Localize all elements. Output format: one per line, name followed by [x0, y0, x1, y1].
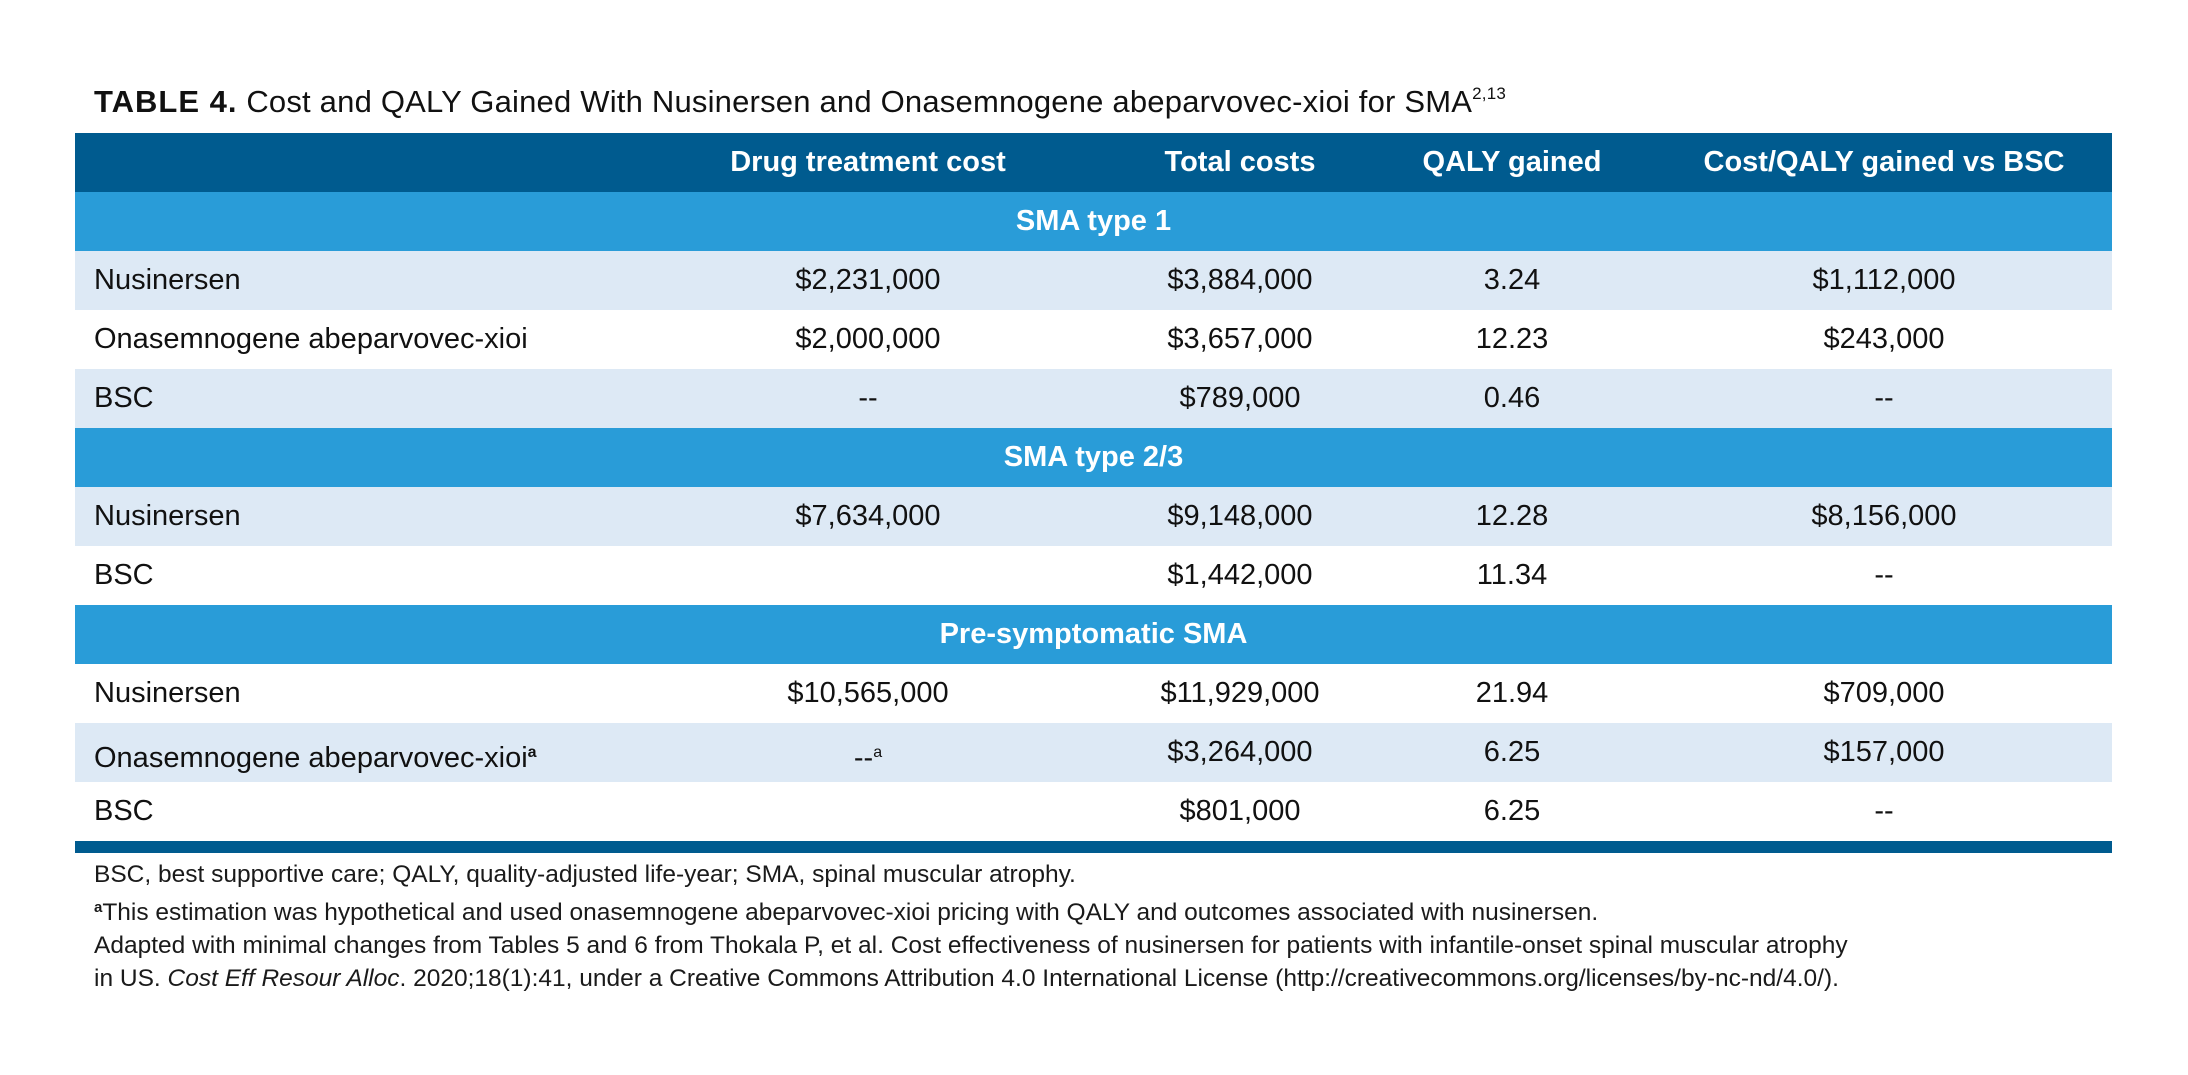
drug-treatment-cost: $7,634,000	[795, 500, 941, 532]
drug-treatment-cost: --	[853, 742, 874, 774]
qaly-gained: 12.23	[1475, 323, 1549, 355]
table-row: BSC $801,000 6.25 --	[75, 782, 2112, 841]
qaly-gained: 3.24	[1483, 264, 1541, 296]
footnote-marker: a	[873, 744, 883, 761]
total-costs: $789,000	[1179, 382, 1301, 414]
table-row: Nusinersen $10,565,000 $11,929,000 21.94…	[75, 664, 2112, 723]
cost-per-qaly: --	[1874, 559, 1894, 591]
abbreviations-note: BSC, best supportive care; QALY, quality…	[94, 861, 1076, 888]
treatment-name: BSC	[94, 382, 154, 414]
section-header-sma-type-2-3: SMA type 2/3	[75, 428, 2112, 487]
qaly-gained: 6.25	[1483, 736, 1541, 768]
source-note-line-2: in US. Cost Eff Resour Alloc. 2020;18(1)…	[94, 962, 2134, 995]
treatment-name-cell: Onasemnogene abeparvovec-xioia	[94, 723, 537, 782]
qaly-gained: 21.94	[1475, 677, 1549, 709]
total-costs: $3,264,000	[1167, 736, 1313, 768]
total-costs: $801,000	[1179, 795, 1301, 827]
table-row: Nusinersen $7,634,000 $9,148,000 12.28 $…	[75, 487, 2112, 546]
cost-qaly-table: Drug treatment cost Total costs QALY gai…	[75, 133, 2112, 853]
drug-treatment-cost: --	[858, 382, 878, 414]
source-note-line-1: Adapted with minimal changes from Tables…	[94, 932, 1848, 959]
column-header-qaly-gained: QALY gained	[1422, 146, 1602, 178]
drug-treatment-cost: $2,231,000	[795, 264, 941, 296]
column-header-drug-treatment-cost: Drug treatment cost	[730, 146, 1006, 178]
table-row: BSC $1,442,000 11.34 --	[75, 546, 2112, 605]
treatment-name: BSC	[94, 559, 154, 591]
section-label: Pre-symptomatic SMA	[939, 618, 1248, 650]
drug-treatment-cost-cell: --a	[668, 723, 1068, 782]
table-row: Onasemnogene abeparvovec-xioia --a $3,26…	[75, 723, 2112, 782]
total-costs: $9,148,000	[1167, 500, 1313, 532]
total-costs: $3,657,000	[1167, 323, 1313, 355]
footnote-a-marker: a	[94, 899, 103, 916]
treatment-name: BSC	[94, 795, 154, 827]
source-prefix: in US.	[94, 965, 168, 992]
qaly-gained: 6.25	[1483, 795, 1541, 827]
table-bottom-rule	[75, 841, 2112, 853]
table-caption: Cost and QALY Gained With Nusinersen and…	[246, 84, 1473, 119]
table-row: BSC -- $789,000 0.46 --	[75, 369, 2112, 428]
treatment-name: Onasemnogene abeparvovec-xioi	[94, 323, 528, 355]
journal-name: Cost Eff Resour Alloc	[167, 965, 400, 992]
column-header-total-costs: Total costs	[1164, 146, 1316, 178]
table-title: TABLE 4. Cost and QALY Gained With Nusin…	[94, 84, 1506, 120]
total-costs: $1,442,000	[1167, 559, 1313, 591]
footnote-marker: a	[527, 744, 537, 761]
footnote-a-text: This estimation was hypothetical and use…	[102, 899, 1599, 926]
table-footnotes: BSC, best supportive care; QALY, quality…	[94, 858, 2134, 995]
table-row: Nusinersen $2,231,000 $3,884,000 3.24 $1…	[75, 251, 2112, 310]
qaly-gained: 0.46	[1483, 382, 1541, 414]
total-costs: $11,929,000	[1160, 677, 1320, 709]
cost-per-qaly: $157,000	[1823, 736, 1945, 768]
treatment-name: Nusinersen	[94, 264, 241, 296]
caption-references: 2,13	[1472, 84, 1507, 103]
treatment-name: Nusinersen	[94, 677, 241, 709]
qaly-gained: 12.28	[1475, 500, 1549, 532]
cost-per-qaly: --	[1874, 382, 1894, 414]
treatment-name: Nusinersen	[94, 500, 241, 532]
qaly-gained: 11.34	[1476, 559, 1548, 591]
table-number: TABLE 4.	[94, 84, 238, 119]
drug-treatment-cost: $10,565,000	[787, 677, 949, 709]
drug-treatment-cost: $2,000,000	[795, 323, 941, 355]
cost-per-qaly: $8,156,000	[1811, 500, 1957, 532]
table-row: Onasemnogene abeparvovec-xioi $2,000,000…	[75, 310, 2112, 369]
cost-per-qaly: $709,000	[1823, 677, 1945, 709]
cost-per-qaly: --	[1874, 795, 1894, 827]
section-header-pre-symptomatic-sma: Pre-symptomatic SMA	[75, 605, 2112, 664]
cost-per-qaly: $1,112,000	[1812, 264, 1956, 296]
drug-treatment-cost	[668, 782, 1068, 841]
section-header-sma-type-1: SMA type 1	[75, 192, 2112, 251]
table-header-row: Drug treatment cost Total costs QALY gai…	[75, 133, 2112, 192]
section-label: SMA type 1	[1015, 205, 1172, 237]
column-header-cost-per-qaly: Cost/QALY gained vs BSC	[1703, 146, 2065, 178]
total-costs: $3,884,000	[1167, 264, 1313, 296]
treatment-name: Onasemnogene abeparvovec-xioi	[94, 742, 528, 774]
source-suffix: . 2020;18(1):41, under a Creative Common…	[399, 965, 1839, 992]
footnote-a: aThis estimation was hypothetical and us…	[94, 891, 2134, 929]
section-label: SMA type 2/3	[1003, 441, 1184, 473]
drug-treatment-cost	[668, 546, 1068, 605]
cost-per-qaly: $243,000	[1823, 323, 1945, 355]
